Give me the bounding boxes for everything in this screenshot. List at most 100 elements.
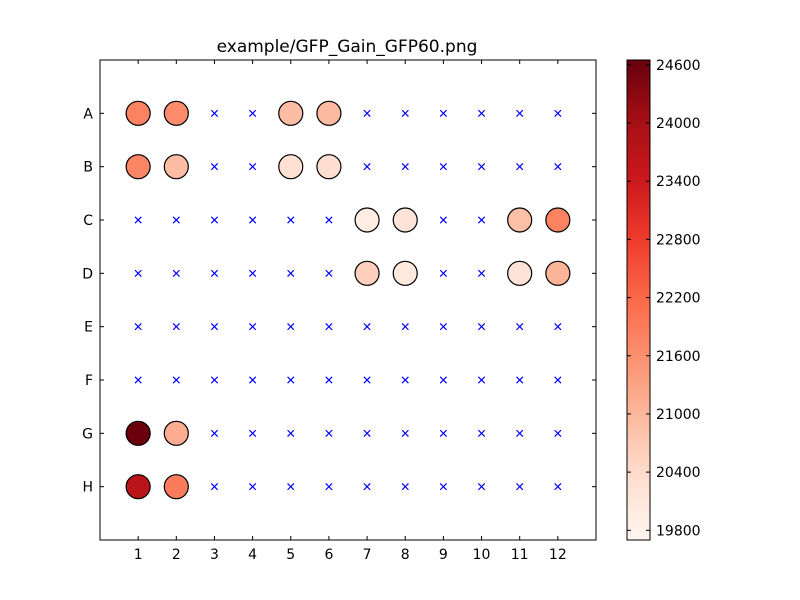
y-tick-label: A: [83, 106, 93, 122]
empty-well-H4: [248, 483, 257, 491]
empty-well-E11: [516, 323, 524, 331]
x-tick-label: 6: [324, 547, 333, 563]
plot-frame: [99, 59, 597, 541]
empty-well-H7: [363, 483, 371, 491]
empty-well-D10: [477, 269, 486, 277]
colorbar-gradient: [626, 59, 651, 541]
well-marker-H1: [125, 474, 151, 500]
well-marker-B6: [316, 154, 342, 180]
empty-well-C3: [210, 216, 219, 224]
well-marker-B1: [125, 154, 151, 180]
colorbar-tick-label: 20400: [656, 465, 701, 481]
empty-well-G11: [516, 429, 524, 437]
empty-well-A4: [248, 109, 257, 117]
empty-well-G3: [210, 429, 219, 437]
x-tick-label: 2: [172, 547, 181, 563]
empty-well-B3: [210, 163, 219, 171]
well-marker-A6: [316, 100, 342, 126]
empty-well-E1: [134, 323, 142, 331]
empty-well-F1: [134, 376, 142, 384]
empty-well-G4: [248, 429, 257, 437]
empty-well-B11: [516, 163, 524, 171]
empty-well-C4: [248, 216, 257, 224]
empty-well-G7: [363, 429, 371, 437]
empty-well-E12: [554, 323, 562, 331]
empty-well-A7: [363, 109, 371, 117]
empty-well-H12: [554, 483, 562, 491]
empty-well-F10: [477, 376, 486, 384]
empty-well-H3: [210, 483, 219, 491]
x-tick-label: 8: [401, 547, 410, 563]
empty-well-G12: [554, 429, 562, 437]
empty-well-H10: [477, 483, 486, 491]
well-marker-B2: [163, 154, 189, 180]
empty-well-G5: [287, 429, 295, 437]
well-marker-G2: [163, 420, 189, 446]
chart-title: example/GFP_Gain_GFP60.png: [217, 37, 478, 57]
y-tick-label: B: [83, 160, 93, 176]
empty-well-A3: [210, 109, 219, 117]
empty-well-G8: [401, 429, 409, 437]
x-tick-label: 3: [210, 547, 219, 563]
y-tick-label: F: [85, 373, 93, 389]
y-tick-label: G: [82, 426, 93, 442]
empty-well-B12: [554, 163, 562, 171]
empty-well-H6: [325, 483, 333, 491]
well-marker-C8: [392, 207, 418, 233]
empty-well-F4: [248, 376, 257, 384]
empty-well-E7: [363, 323, 371, 331]
colorbar-tick-label: 24600: [656, 58, 701, 74]
empty-well-H8: [401, 483, 409, 491]
empty-well-E3: [210, 323, 219, 331]
x-tick-label: 11: [511, 547, 529, 563]
y-tick-label: H: [82, 480, 93, 496]
empty-well-D6: [325, 269, 333, 277]
x-tick-label: 1: [134, 547, 143, 563]
empty-well-F9: [439, 376, 448, 384]
empty-well-G9: [439, 429, 448, 437]
well-marker-A2: [163, 100, 189, 126]
empty-well-B4: [248, 163, 257, 171]
empty-well-A9: [439, 109, 448, 117]
x-tick-label: 4: [248, 547, 257, 563]
well-marker-C12: [545, 207, 571, 233]
empty-well-C5: [287, 216, 295, 224]
empty-well-D3: [210, 269, 219, 277]
empty-well-H11: [516, 483, 524, 491]
colorbar: 19800 20400 21000 21600 22200 22800 23400 24000…: [626, 58, 701, 541]
y-tick-label: E: [84, 320, 93, 336]
empty-well-C10: [477, 216, 486, 224]
empty-well-C6: [325, 216, 333, 224]
colorbar-tick-label: 24000: [656, 116, 701, 132]
empty-well-E5: [287, 323, 295, 331]
empty-well-D9: [439, 269, 448, 277]
empty-well-D2: [172, 269, 180, 277]
empty-well-H9: [439, 483, 448, 491]
empty-well-F11: [516, 376, 524, 384]
x-tick-label: 12: [549, 547, 567, 563]
well-marker-A1: [125, 100, 151, 126]
well-marker-G1: [125, 420, 151, 446]
empty-well-A12: [554, 109, 562, 117]
well-marker-D12: [545, 260, 571, 286]
empty-well-F7: [363, 376, 371, 384]
empty-well-E10: [477, 323, 486, 331]
empty-well-H5: [287, 483, 295, 491]
colorbar-tick-label: 21600: [656, 349, 701, 365]
empty-well-B9: [439, 163, 448, 171]
well-marker-A5: [278, 100, 304, 126]
x-tick-label: 5: [286, 547, 295, 563]
empty-well-D4: [248, 269, 257, 277]
x-tick-label: 10: [473, 547, 491, 563]
colorbar-tick-label: 19800: [656, 523, 701, 539]
well-marker-D11: [507, 260, 533, 286]
empty-well-F3: [210, 376, 219, 384]
empty-well-F6: [325, 376, 333, 384]
empty-well-E2: [172, 323, 180, 331]
empty-well-A11: [516, 109, 524, 117]
empty-well-F12: [554, 376, 562, 384]
empty-well-A8: [401, 109, 409, 117]
x-tick-label: 9: [439, 547, 448, 563]
